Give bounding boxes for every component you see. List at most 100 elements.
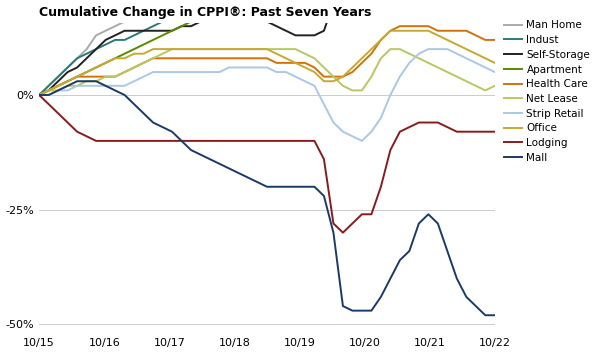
Health Care (434, 29, 442, 33)
Net Lease (482, 88, 489, 92)
Indust (159, 19, 166, 24)
Mall (226, 166, 233, 171)
Health Care (254, 56, 261, 61)
Strip Retail (83, 84, 90, 88)
Net Lease (197, 47, 204, 51)
Apartment (140, 42, 147, 47)
Health Care (453, 29, 460, 33)
Net Lease (349, 88, 356, 92)
Mall (415, 221, 422, 225)
Lodging (453, 130, 460, 134)
Office (349, 65, 356, 70)
Self-Storage (283, 29, 290, 33)
Mall (102, 84, 109, 88)
Health Care (64, 79, 71, 83)
Self-Storage (45, 88, 52, 92)
Self-Storage (187, 24, 194, 28)
Lodging (301, 139, 308, 143)
Mall (377, 295, 385, 299)
Net Lease (406, 52, 413, 56)
Office (358, 56, 365, 61)
Apartment (35, 93, 43, 97)
Strip Retail (273, 70, 280, 74)
Man Home (130, 15, 137, 19)
Lodging (358, 212, 365, 216)
Apartment (55, 84, 62, 88)
Net Lease (340, 84, 347, 88)
Office (311, 70, 318, 74)
Mall (140, 111, 147, 115)
Health Care (425, 24, 432, 28)
Apartment (159, 33, 166, 38)
Lodging (340, 230, 347, 235)
Line: Man Home: Man Home (39, 0, 495, 95)
Apartment (283, 15, 290, 19)
Net Lease (292, 47, 299, 51)
Health Care (55, 84, 62, 88)
Self-Storage (140, 29, 147, 33)
Health Care (292, 61, 299, 65)
Self-Storage (292, 33, 299, 38)
Office (187, 47, 194, 51)
Apartment (263, 15, 271, 19)
Health Care (206, 56, 214, 61)
Lodging (140, 139, 147, 143)
Mall (273, 185, 280, 189)
Strip Retail (340, 130, 347, 134)
Health Care (74, 75, 81, 79)
Office (45, 88, 52, 92)
Self-Storage (226, 19, 233, 24)
Strip Retail (35, 93, 43, 97)
Strip Retail (463, 56, 470, 61)
Line: Indust: Indust (39, 0, 495, 95)
Net Lease (159, 52, 166, 56)
Net Lease (235, 47, 242, 51)
Office (235, 47, 242, 51)
Strip Retail (425, 47, 432, 51)
Net Lease (463, 79, 470, 83)
Lodging (320, 157, 328, 161)
Apartment (311, 19, 318, 24)
Mall (112, 88, 119, 92)
Office (169, 47, 176, 51)
Man Home (140, 6, 147, 10)
Strip Retail (45, 93, 52, 97)
Lodging (263, 139, 271, 143)
Indust (83, 52, 90, 56)
Strip Retail (415, 52, 422, 56)
Mall (159, 125, 166, 129)
Strip Retail (444, 47, 451, 51)
Apartment (482, 10, 489, 15)
Self-Storage (263, 19, 271, 24)
Office (463, 47, 470, 51)
Line: Mall: Mall (39, 81, 495, 315)
Strip Retail (235, 65, 242, 70)
Lodging (472, 130, 479, 134)
Office (178, 47, 185, 51)
Mall (187, 148, 194, 152)
Strip Retail (102, 84, 109, 88)
Health Care (226, 56, 233, 61)
Health Care (377, 38, 385, 42)
Man Home (64, 65, 71, 70)
Man Home (92, 33, 100, 38)
Self-Storage (197, 19, 204, 24)
Net Lease (330, 75, 337, 79)
Strip Retail (283, 70, 290, 74)
Apartment (472, 1, 479, 5)
Man Home (35, 93, 43, 97)
Lodging (292, 139, 299, 143)
Lodging (396, 130, 403, 134)
Strip Retail (472, 61, 479, 65)
Net Lease (311, 56, 318, 61)
Line: Apartment: Apartment (39, 0, 495, 95)
Lodging (55, 111, 62, 115)
Man Home (149, 1, 157, 5)
Strip Retail (149, 70, 157, 74)
Apartment (45, 88, 52, 92)
Net Lease (92, 79, 100, 83)
Lodging (112, 139, 119, 143)
Self-Storage (83, 56, 90, 61)
Health Care (301, 61, 308, 65)
Office (140, 52, 147, 56)
